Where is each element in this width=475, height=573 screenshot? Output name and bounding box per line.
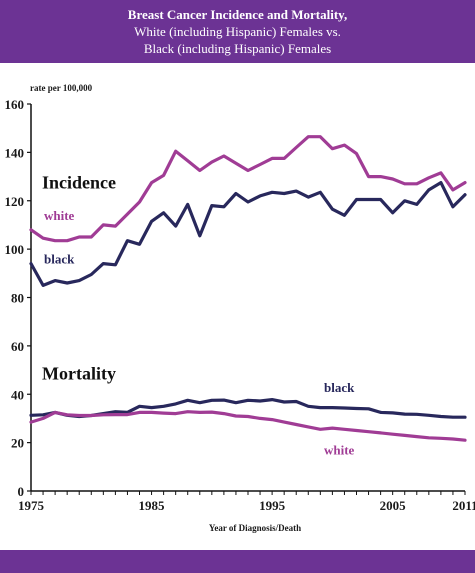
mortality-annotation: Mortality	[42, 364, 116, 384]
series-group	[29, 135, 467, 442]
chart-title-line-1: Breast Cancer Incidence and Mortality,	[127, 7, 348, 22]
y-tick-label: 0	[18, 484, 25, 499]
incidence-black-label: black	[44, 252, 75, 267]
x-tick-label: 1975	[18, 498, 45, 513]
incidence-black-line	[29, 180, 467, 287]
chart-title-line-2: White (including Hispanic) Females vs.	[134, 24, 341, 39]
line-chart: 0 20 40 60 80 100 120 140 160 1975 1985 1995 2005 201…	[5, 83, 475, 533]
mortality-white-label: white	[324, 443, 355, 458]
y-tick-label: 80	[11, 291, 24, 306]
y-tick-label: 40	[11, 387, 24, 402]
x-tick-label: 1995	[259, 498, 286, 513]
mortality-white-line	[29, 410, 467, 442]
x-tick-label: 1985	[139, 498, 166, 513]
labels-group: Incidence Mortality white black black white	[42, 173, 355, 458]
x-tick-label: 2011	[452, 498, 475, 513]
x-tick-label: 2005	[380, 498, 407, 513]
y-tick-label: 100	[5, 242, 25, 257]
x-axis-title: Year of Diagnosis/Death	[209, 523, 301, 533]
axes: 0 20 40 60 80 100 120 140 160 1975 1985 1995 2005 201…	[5, 83, 475, 533]
footer-bar	[0, 550, 475, 573]
y-tick-label: 60	[11, 339, 24, 354]
y-tick-label: 120	[5, 194, 25, 209]
chart-title-banner: Breast Cancer Incidence and Mortality, W…	[0, 0, 475, 63]
y-tick-label: 20	[11, 436, 24, 451]
y-tick-label: 160	[5, 97, 25, 112]
mortality-black-label: black	[324, 380, 355, 395]
incidence-white-label: white	[44, 208, 75, 223]
incidence-white-line	[29, 135, 467, 243]
chart-title-line-3: Black (including Hispanic) Females	[143, 41, 332, 56]
y-tick-label: 140	[5, 145, 25, 160]
y-axis-title: rate per 100,000	[30, 83, 93, 93]
incidence-annotation: Incidence	[42, 173, 116, 193]
